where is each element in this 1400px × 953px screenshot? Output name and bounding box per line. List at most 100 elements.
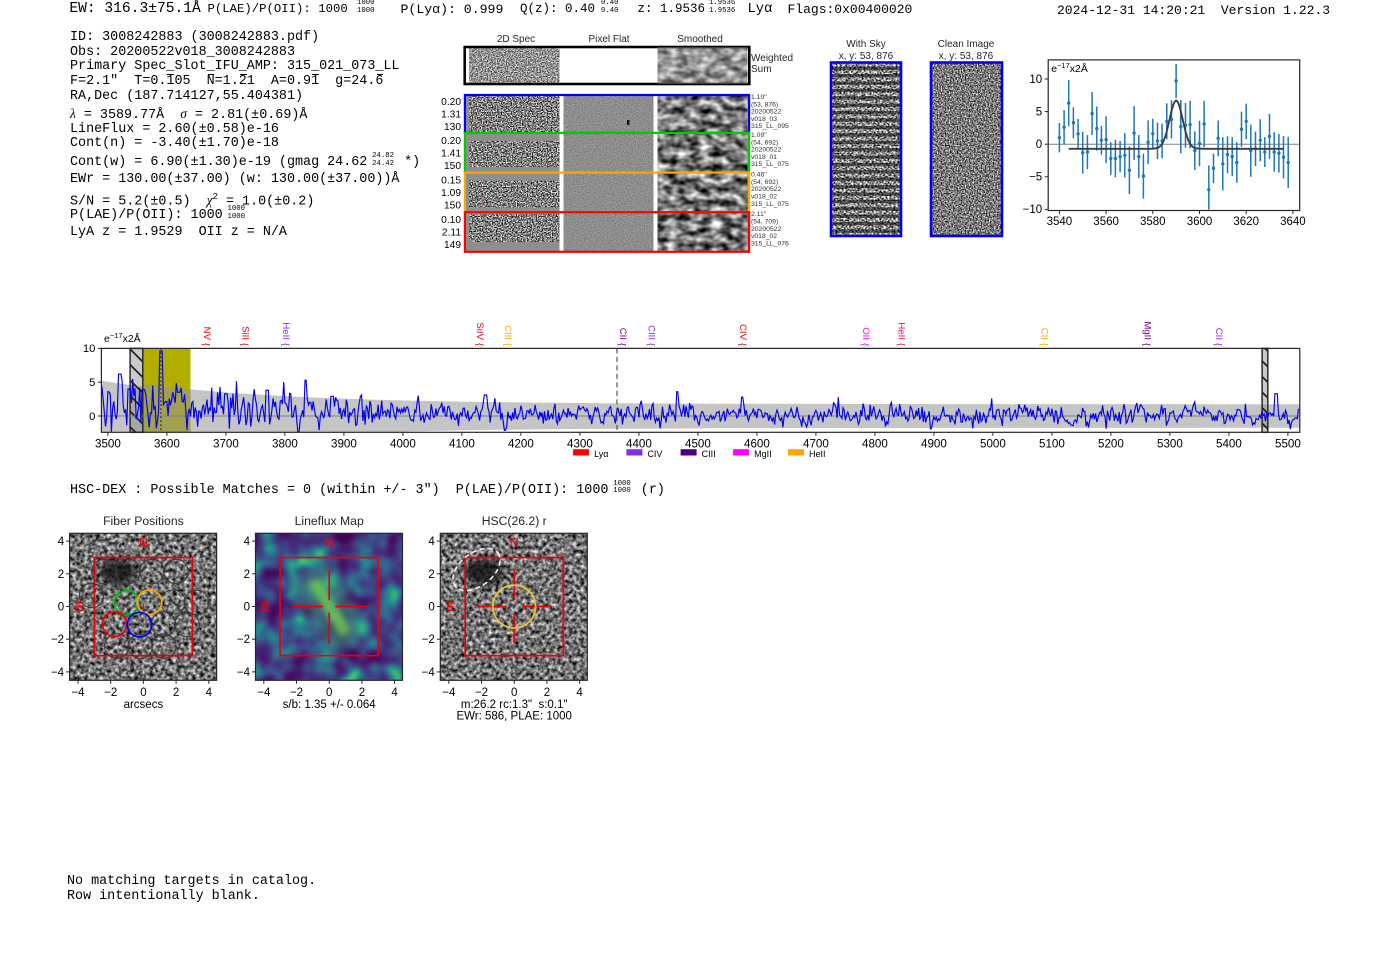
svg-text:OII: OII (860, 327, 871, 340)
svg-text:CIII: CIII (702, 449, 716, 459)
svg-text:Clean Image: Clean Image (938, 39, 995, 50)
svg-text:5: 5 (1036, 106, 1042, 118)
svg-text:0: 0 (58, 602, 64, 614)
svg-text:4: 4 (244, 536, 251, 548)
svg-text:1.09: 1.09 (441, 188, 461, 199)
svg-text:CIV: CIV (737, 324, 748, 341)
svg-text:2: 2 (428, 569, 434, 581)
svg-text:3580: 3580 (1140, 216, 1166, 228)
svg-text:4800: 4800 (862, 437, 888, 450)
svg-text:2.11: 2.11 (442, 228, 461, 239)
svg-text:3600: 3600 (1187, 216, 1213, 228)
svg-text:{: { (1039, 343, 1049, 346)
svg-text:+: + (140, 600, 147, 614)
svg-text:−4: −4 (442, 687, 456, 699)
svg-text:HeII: HeII (896, 322, 907, 340)
svg-text:−2: −2 (475, 687, 488, 699)
svg-text:(53, 876): (53, 876) (751, 101, 778, 108)
svg-text:−2: −2 (51, 634, 64, 646)
svg-text:2: 2 (244, 569, 250, 581)
svg-text:4100: 4100 (449, 437, 475, 450)
svg-text:−4: −4 (71, 687, 85, 699)
svg-text:2D Spec: 2D Spec (497, 34, 535, 45)
svg-text:0.46": 0.46" (751, 172, 767, 179)
svg-text:5100: 5100 (1039, 437, 1065, 450)
svg-text:−4: −4 (51, 667, 65, 679)
svg-text:e−17x2Å: e−17x2Å (104, 331, 141, 345)
svg-text:4: 4 (206, 687, 213, 699)
svg-text:SiII: SiII (239, 326, 250, 340)
svg-text:CIII: CIII (502, 325, 513, 340)
svg-text:N: N (510, 536, 519, 550)
svg-text:20200522: 20200522 (751, 186, 781, 193)
svg-text:3540: 3540 (1047, 216, 1073, 228)
svg-text:0: 0 (511, 687, 517, 699)
svg-text:−2: −2 (237, 634, 250, 646)
svg-text:−5: −5 (1029, 172, 1042, 184)
svg-text:v018_02: v018_02 (751, 194, 777, 201)
svg-text:−4: −4 (237, 667, 251, 679)
svg-text:Pixel Flat: Pixel Flat (588, 34, 629, 45)
svg-text:{: { (240, 343, 250, 346)
svg-text:NV: NV (201, 327, 212, 341)
svg-text:130: 130 (444, 122, 461, 133)
svg-text:4: 4 (391, 687, 398, 699)
svg-text:m:26.2 rc:1.3" s:0.1": m:26.2 rc:1.3" s:0.1" (461, 699, 568, 711)
svg-text:1.41: 1.41 (441, 148, 461, 159)
svg-text:HeII: HeII (809, 449, 826, 459)
svg-text:4400: 4400 (626, 437, 652, 450)
svg-text:20200522: 20200522 (751, 109, 781, 116)
svg-text:−2: −2 (422, 634, 435, 646)
svg-text:0: 0 (140, 687, 146, 699)
svg-text:150: 150 (444, 161, 461, 172)
svg-text:149: 149 (444, 240, 461, 251)
svg-text:5400: 5400 (1216, 437, 1242, 450)
svg-text:0: 0 (1036, 139, 1042, 151)
svg-text:MgII: MgII (1141, 321, 1152, 340)
svg-text:CII: CII (617, 328, 628, 340)
svg-text:10: 10 (1029, 74, 1042, 86)
svg-text:(54, 709): (54, 709) (751, 219, 778, 226)
svg-text:0.20: 0.20 (441, 136, 461, 147)
svg-text:Fiber Positions: Fiber Positions (103, 514, 184, 528)
svg-text:2.11": 2.11" (751, 211, 767, 218)
svg-text:3900: 3900 (331, 437, 357, 450)
svg-text:{: { (896, 343, 906, 346)
svg-text:CIV: CIV (647, 449, 662, 459)
svg-text:150: 150 (444, 201, 461, 212)
svg-text:3500: 3500 (95, 437, 121, 450)
svg-text:0: 0 (428, 602, 434, 614)
svg-text:315_LL_075: 315_LL_075 (751, 161, 789, 168)
svg-text:E: E (261, 600, 269, 614)
svg-text:MgII: MgII (754, 449, 772, 459)
svg-text:x, y: 53, 876: x, y: 53, 876 (839, 51, 894, 62)
svg-text:0: 0 (326, 687, 332, 699)
svg-text:1.31: 1.31 (441, 110, 461, 121)
svg-text:Weighted: Weighted (751, 53, 793, 64)
svg-text:{: { (646, 343, 656, 346)
svg-text:N: N (325, 536, 334, 550)
svg-text:10: 10 (83, 343, 96, 355)
svg-text:3560: 3560 (1093, 216, 1119, 228)
svg-text:3800: 3800 (272, 437, 298, 450)
svg-text:N: N (139, 536, 148, 550)
svg-text:{: { (281, 343, 291, 346)
svg-text:2: 2 (58, 569, 64, 581)
svg-text:CII: CII (1039, 328, 1050, 340)
svg-text:x, y: 53, 876: x, y: 53, 876 (939, 51, 994, 62)
svg-text:{: { (202, 343, 212, 346)
svg-text:1.09": 1.09" (751, 132, 767, 139)
svg-text:5200: 5200 (1098, 437, 1124, 450)
svg-text:315_LL_076: 315_LL_076 (751, 240, 789, 247)
svg-text:5: 5 (89, 377, 95, 389)
svg-text:−4: −4 (422, 667, 436, 679)
svg-text:2: 2 (173, 687, 179, 699)
svg-text:{: { (1214, 343, 1224, 346)
svg-text:−2: −2 (104, 687, 117, 699)
svg-text:2: 2 (544, 687, 550, 699)
svg-text:CIII: CIII (646, 325, 657, 340)
svg-text:(54, 692): (54, 692) (751, 179, 778, 186)
svg-text:−10: −10 (1023, 204, 1043, 216)
svg-text:E: E (75, 600, 83, 614)
svg-text:s/b: 1.35 +/- 0.064: s/b: 1.35 +/- 0.064 (283, 699, 377, 711)
